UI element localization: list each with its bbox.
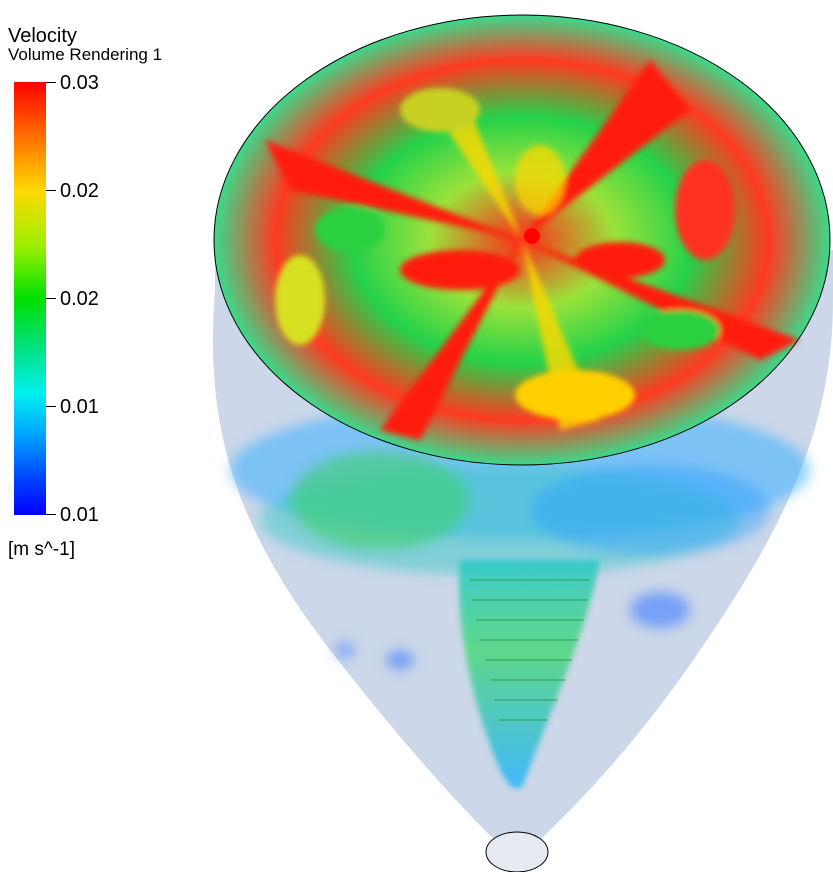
legend-title: Velocity: [8, 25, 77, 47]
central-plume: [459, 560, 600, 789]
colorbar-tick-label: 0.02: [60, 288, 99, 310]
colorbar-tick-label: 0.03: [60, 72, 99, 94]
plume-striations: [470, 579, 590, 721]
colorbar-tick-label: 0.01: [60, 504, 99, 526]
top-rim-outline: [213, 14, 831, 466]
colorbar-tick: [46, 190, 56, 191]
colorbar-tick-label: 0.01: [60, 396, 99, 418]
color-legend: Velocity Volume Rendering 1 0.03 0.02 0.…: [0, 0, 200, 580]
top-surface-disk: [213, 14, 831, 466]
colorbar-tick-label: 0.02: [60, 180, 99, 202]
bottom-outlet: [485, 831, 549, 872]
legend-subtitle: Volume Rendering 1: [8, 45, 163, 64]
colorbar: [14, 82, 46, 515]
colorbar-tick: [46, 514, 56, 515]
colorbar-tick: [46, 82, 56, 83]
colorbar-tick: [46, 406, 56, 407]
legend-units: [m s^-1]: [8, 539, 75, 560]
colorbar-tick: [46, 298, 56, 299]
